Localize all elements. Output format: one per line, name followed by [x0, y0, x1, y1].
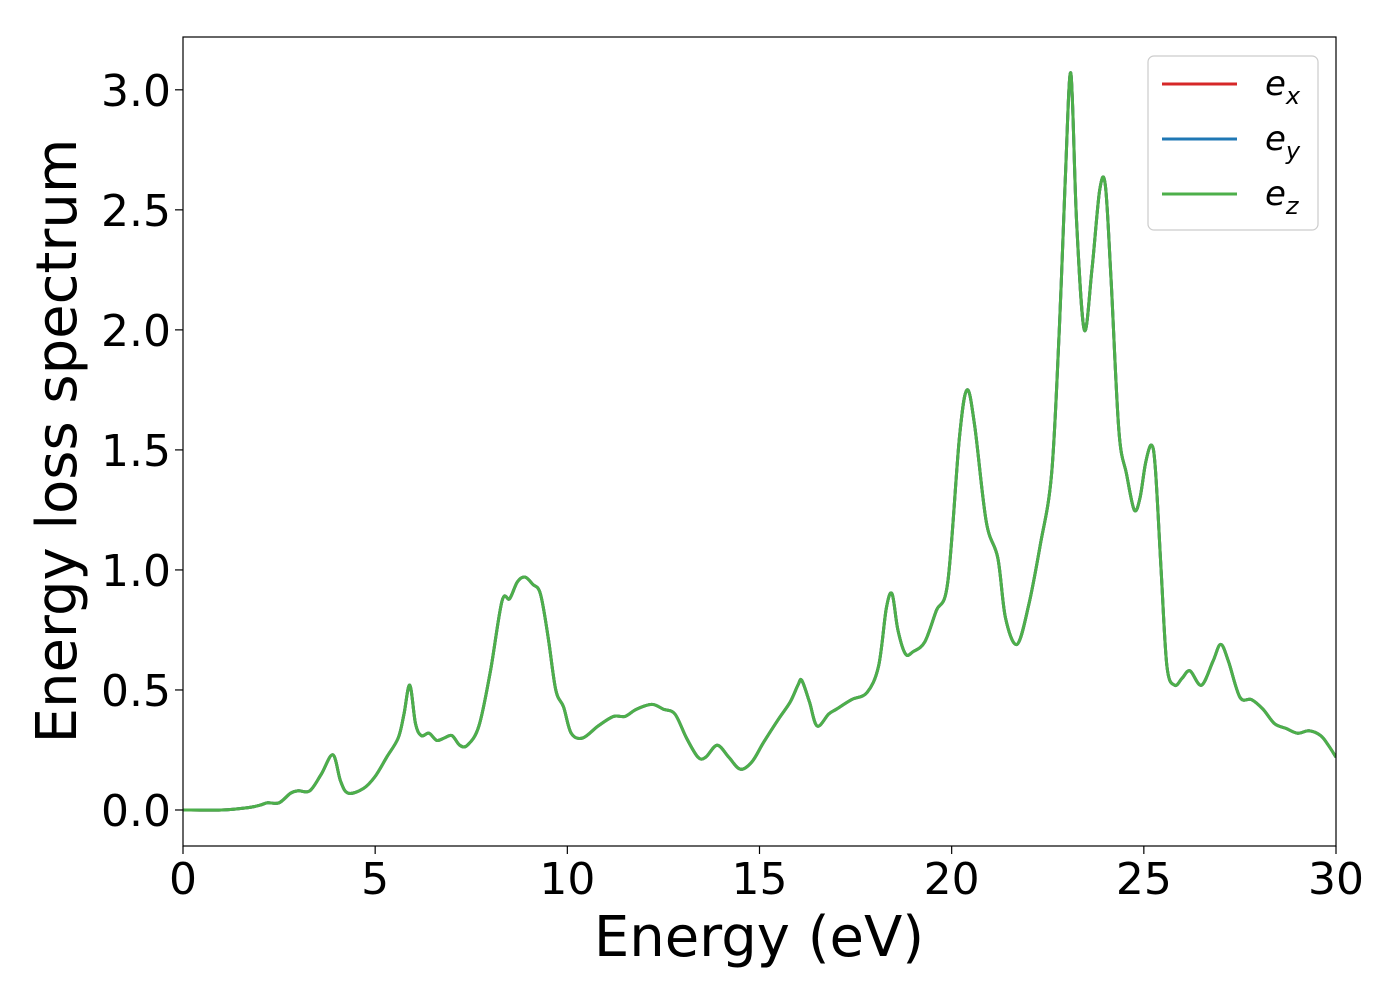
- y-tick-label: 2.5: [101, 186, 171, 237]
- x-tick-label: 0: [169, 854, 197, 905]
- legend-label-e-z: ez: [1265, 174, 1300, 220]
- y-tick-label: 0.0: [101, 786, 171, 837]
- legend-label-e-x: ex: [1265, 64, 1301, 110]
- legend-box: [1147, 55, 1319, 231]
- y-tick-label: 3.0: [101, 66, 171, 117]
- legend-label-e-y: ey: [1265, 119, 1301, 165]
- x-axis-label: Energy (eV): [594, 905, 924, 970]
- y-axis-label: Energy loss spectrum: [25, 139, 90, 744]
- x-tick-label: 10: [539, 854, 595, 905]
- y-tick-label: 1.0: [101, 546, 171, 597]
- x-tick-label: 20: [924, 854, 980, 905]
- plot-background: [183, 37, 1336, 846]
- y-tick-label: 0.5: [101, 666, 171, 717]
- x-tick-label: 15: [732, 854, 788, 905]
- legend: ex ey ez: [1147, 55, 1319, 231]
- series-line-e-z: [183, 71, 1336, 812]
- y-axis: 0.0 0.5 1.0 1.5 2.0 2.5 3.0: [101, 66, 183, 837]
- x-tick-label: 25: [1116, 854, 1172, 905]
- x-axis: 0 5 10 15 20 25 30: [169, 846, 1364, 905]
- series-layer: [183, 71, 1336, 812]
- y-tick-label: 1.5: [101, 426, 171, 477]
- x-tick-label: 5: [361, 854, 389, 905]
- y-tick-label: 2.0: [101, 306, 171, 357]
- x-tick-label: 30: [1308, 854, 1364, 905]
